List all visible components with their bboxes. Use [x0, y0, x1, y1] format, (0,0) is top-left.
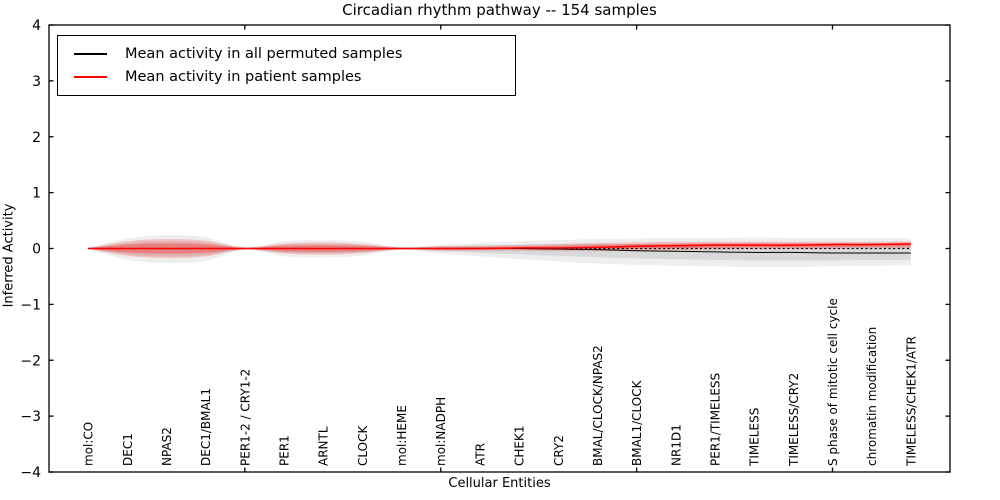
y-tick-label: −4: [20, 465, 41, 481]
entity-label: NR1D1: [669, 424, 683, 466]
entity-label: CHEK1: [513, 426, 527, 467]
entity-label: mol:NADPH: [434, 397, 448, 466]
entity-label: CRY2: [552, 435, 566, 466]
y-tick-label: −2: [20, 353, 41, 369]
y-axis-label: Inferred Activity: [1, 203, 17, 308]
entity-label: PER1-2 / CRY1-2: [238, 369, 252, 466]
entity-label: TIMELESS/CRY2: [787, 373, 801, 467]
entity-label: DEC1: [121, 433, 135, 466]
legend-label: Mean activity in patient samples: [125, 69, 362, 86]
entity-label: ARNTL: [317, 426, 331, 466]
entity-label: TIMELESS/CHEK1/ATR: [904, 336, 918, 467]
y-tick-label: 3: [32, 74, 41, 90]
x-axis-label: Cellular Entities: [448, 476, 551, 491]
band-outer-permuted: [88, 235, 911, 268]
y-tick-label: −3: [20, 409, 41, 425]
legend-line-sample-red: [74, 76, 107, 79]
y-tick-label: 0: [32, 242, 41, 258]
entity-label: PER1: [278, 435, 292, 466]
entity-label: TIMELESS: [748, 408, 762, 467]
legend-item-patient: Mean activity in patient samples: [58, 69, 515, 85]
y-tick-label: 2: [32, 130, 41, 146]
legend-label: Mean activity in all permuted samples: [125, 45, 403, 62]
y-tick-label: 4: [32, 18, 41, 34]
entity-label: BMAL1/CLOCK: [630, 379, 644, 466]
legend-item-permuted: Mean activity in all permuted samples: [58, 46, 515, 62]
legend: Mean activity in all permuted samples Me…: [57, 35, 516, 96]
entity-label: S phase of mitotic cell cycle: [826, 298, 840, 466]
entity-label: NPAS2: [160, 427, 174, 466]
entity-label: mol:HEME: [395, 405, 409, 466]
mean-line-patient: [88, 243, 911, 250]
chart-title: Circadian rhythm pathway -- 154 samples: [342, 1, 657, 19]
entity-label: chromatin modification: [865, 327, 879, 466]
entity-label: PER1/TIMELESS: [708, 373, 722, 466]
entity-label: ATR: [473, 443, 487, 466]
legend-line-sample-black: [74, 52, 107, 55]
entity-label: BMAL/CLOCK/NPAS2: [591, 345, 605, 466]
entity-label: mol:CO: [82, 422, 96, 466]
entity-label: CLOCK: [356, 425, 370, 466]
entity-label: DEC1/BMAL1: [199, 388, 213, 466]
y-tick-label: −1: [20, 297, 41, 313]
y-tick-label: 1: [32, 186, 41, 202]
